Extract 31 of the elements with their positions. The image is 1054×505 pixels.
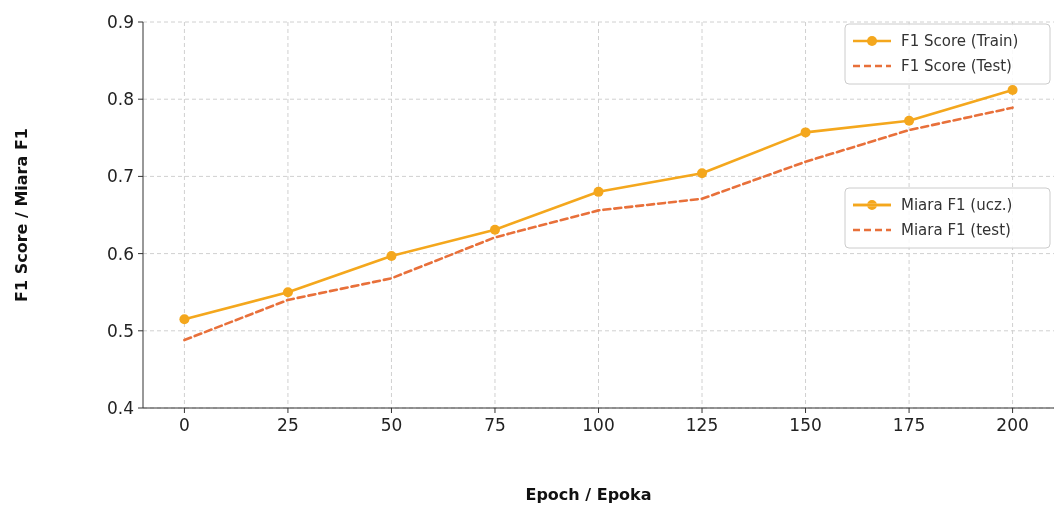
x-tick-label: 100 bbox=[582, 415, 615, 435]
x-tick-label: 75 bbox=[484, 415, 506, 435]
line-series bbox=[183, 106, 1014, 342]
legend-label: F1 Score (Train) bbox=[901, 32, 1019, 50]
x-axis-title: Epoch / Epoka bbox=[525, 485, 652, 504]
y-tick-label: 0.8 bbox=[106, 89, 134, 110]
x-tick-label: 200 bbox=[996, 415, 1029, 435]
x-tick-label: 50 bbox=[380, 415, 403, 435]
point bbox=[179, 314, 190, 325]
x-tick-label: 125 bbox=[685, 415, 719, 435]
legend-label: F1 Score (Test) bbox=[901, 57, 1012, 75]
x-tick-label: 175 bbox=[892, 415, 926, 435]
point bbox=[697, 168, 708, 179]
point bbox=[282, 287, 293, 298]
y-tick-label: 0.9 bbox=[106, 12, 134, 32]
y-tick-label: 0.7 bbox=[106, 166, 134, 187]
x-tick-label: 150 bbox=[789, 415, 822, 435]
point bbox=[593, 186, 604, 197]
point bbox=[904, 115, 915, 126]
y-axis-title: F1 Score / Miara F1 bbox=[12, 128, 31, 302]
y-tick-label: 0.5 bbox=[106, 320, 134, 341]
point bbox=[489, 224, 500, 235]
y-tick-label: 0.4 bbox=[106, 398, 134, 418]
annotation: Miara F1 (test) bbox=[901, 221, 1011, 239]
point bbox=[1007, 84, 1018, 95]
y-tick-label: 0.6 bbox=[106, 243, 134, 264]
annotation: Miara F1 (ucz.) bbox=[901, 196, 1013, 214]
point bbox=[386, 250, 397, 261]
x-tick-label: 25 bbox=[277, 415, 299, 435]
x-tick-label: 0 bbox=[179, 415, 190, 435]
point bbox=[800, 127, 811, 138]
